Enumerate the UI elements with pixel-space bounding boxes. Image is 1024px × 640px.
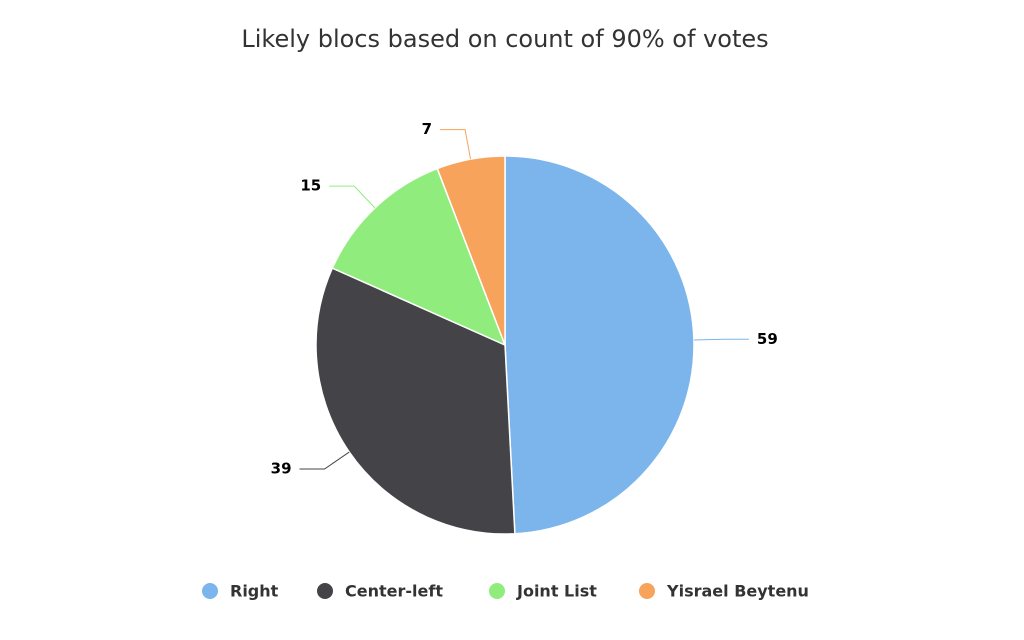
legend-label: Yisrael Beytenu xyxy=(666,582,809,601)
legend-label: Right xyxy=(230,582,279,601)
label-connector xyxy=(693,338,749,341)
pie-slice xyxy=(436,155,506,346)
pie-slice xyxy=(331,167,507,347)
pie-slice xyxy=(315,267,516,535)
legend-marker xyxy=(317,583,333,599)
data-label: 7 xyxy=(422,120,432,138)
legend-marker xyxy=(202,583,218,599)
label-connector xyxy=(440,129,472,160)
legend-marker xyxy=(639,583,655,599)
label-connector xyxy=(299,451,350,470)
label-connector xyxy=(329,185,376,209)
legend-label: Joint List xyxy=(516,582,597,601)
data-label: 59 xyxy=(757,330,778,348)
data-label: 15 xyxy=(300,177,321,195)
chart-title: Likely blocs based on count of 90% of vo… xyxy=(241,25,768,53)
legend-marker xyxy=(489,583,505,599)
data-label: 39 xyxy=(271,460,292,478)
legend-label: Center-left xyxy=(345,582,443,601)
pie-slice xyxy=(504,155,695,535)
